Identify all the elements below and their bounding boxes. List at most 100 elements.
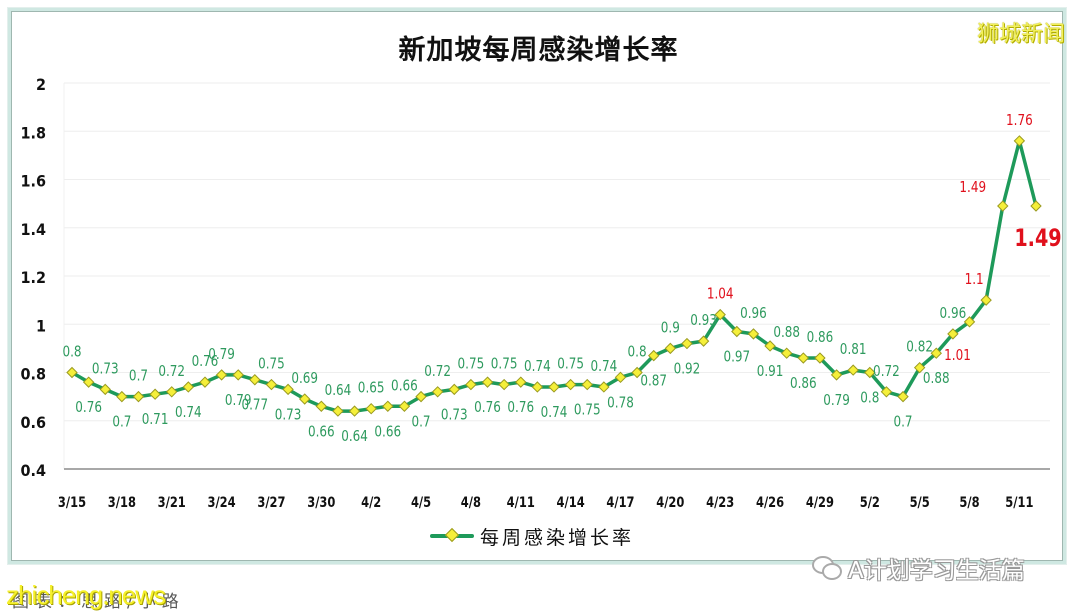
data-label: 0.7: [129, 367, 148, 385]
data-point-marker: [714, 308, 726, 321]
data-label: 0.86: [790, 375, 817, 393]
y-tick-label: 2: [36, 75, 46, 94]
x-tick-label: 4/11: [507, 495, 535, 511]
x-tick-label: 4/29: [806, 495, 834, 511]
data-point-marker: [980, 294, 992, 306]
data-label: 0.74: [175, 404, 202, 422]
data-point-marker: [149, 388, 161, 400]
data-label: 0.81: [840, 341, 867, 359]
data-label: 0.79: [225, 392, 252, 410]
data-point-marker: [648, 349, 660, 362]
data-point-marker: [598, 381, 610, 393]
data-point-marker: [398, 400, 411, 412]
x-tick-label: 5/8: [959, 495, 979, 511]
data-label: 0.64: [341, 428, 368, 446]
y-tick-label: 1.8: [21, 123, 47, 142]
data-point-marker: [215, 369, 228, 381]
data-point-marker: [564, 378, 577, 391]
data-point-marker: [930, 347, 942, 359]
data-label: 0.8: [62, 343, 81, 361]
data-point-marker: [282, 383, 294, 396]
data-label: 0.79: [208, 346, 235, 364]
highlighted-data-label: 1.1: [965, 271, 984, 289]
data-label: 0.76: [507, 399, 534, 417]
data-label: 0.78: [607, 394, 634, 412]
data-point-marker: [66, 366, 78, 379]
data-point-marker: [747, 328, 760, 340]
brand-watermark: 狮城新闻: [976, 22, 1065, 47]
wechat-icon: [812, 556, 842, 580]
data-point-marker: [847, 364, 859, 376]
data-label: 0.75: [574, 401, 601, 419]
data-label: 0.74: [591, 358, 618, 376]
data-label: 0.66: [308, 423, 335, 441]
data-point-marker: [298, 393, 311, 405]
x-tick-label: 4/23: [706, 495, 734, 511]
data-label: 0.88: [773, 324, 800, 342]
y-tick-label: 1.2: [21, 268, 47, 287]
data-label: 0.73: [275, 406, 302, 424]
chart-frame: [8, 8, 1066, 564]
data-point-marker: [830, 369, 843, 381]
data-point-marker: [731, 325, 743, 338]
data-label: 0.75: [491, 355, 518, 373]
wechat-account-name: A计划学习生活篇: [848, 558, 1025, 584]
y-tick-label: 1.4: [21, 220, 47, 239]
data-point-marker: [897, 390, 909, 403]
data-point-marker: [531, 381, 544, 393]
data-point-marker: [382, 400, 394, 412]
data-point-marker: [1013, 135, 1026, 147]
x-tick-label: 5/11: [1005, 495, 1033, 511]
site-watermark: zhicheng.news: [6, 580, 166, 610]
data-point-marker: [431, 386, 444, 398]
data-label: 0.74: [524, 358, 551, 376]
data-label: 0.97: [723, 348, 750, 366]
data-point-marker: [99, 383, 111, 396]
data-label: 0.9: [661, 319, 680, 337]
data-label: 0.8: [628, 343, 647, 361]
data-label: 0.88: [923, 370, 950, 388]
x-tick-label: 4/2: [361, 495, 381, 511]
x-tick-label: 5/2: [860, 495, 880, 511]
x-tick-label: 3/18: [108, 495, 136, 511]
data-label: 0.91: [757, 363, 784, 381]
x-tick-label: 4/14: [557, 495, 585, 511]
data-point-marker: [415, 390, 427, 403]
data-point-marker: [199, 376, 211, 388]
data-label: 0.75: [258, 355, 285, 373]
data-point-marker: [481, 376, 494, 388]
data-label: 0.87: [640, 372, 667, 390]
data-point-marker: [365, 402, 377, 415]
data-label: 0.93: [690, 312, 717, 330]
data-label: 0.7: [893, 413, 912, 431]
data-label: 0.66: [391, 377, 418, 395]
data-label: 0.8: [860, 389, 879, 407]
data-point-marker: [548, 381, 560, 393]
data-point-marker: [997, 200, 1009, 212]
data-point-marker: [315, 400, 328, 412]
x-tick-label: 3/24: [208, 495, 236, 511]
data-label: 0.7: [411, 413, 430, 431]
data-point-marker: [232, 369, 244, 381]
data-point-marker: [631, 366, 643, 379]
data-point-marker: [265, 378, 278, 391]
data-label: 0.65: [358, 379, 385, 397]
legend-line-marker-icon: [430, 527, 474, 543]
data-label: 0.72: [158, 363, 185, 381]
x-tick-label: 4/5: [411, 495, 431, 511]
y-tick-label: 0.4: [21, 461, 47, 480]
data-point-marker: [581, 378, 593, 391]
x-tick-label: 3/27: [257, 495, 285, 511]
data-point-marker: [498, 378, 510, 391]
source-caption: 图表：思路/小路: [12, 592, 185, 612]
data-label: 0.73: [92, 360, 119, 378]
data-point-marker: [697, 335, 710, 347]
x-tick-label: 3/15: [58, 495, 86, 511]
data-point-marker: [132, 390, 145, 403]
data-point-marker: [82, 376, 95, 388]
data-label: 0.76: [192, 353, 219, 371]
data-point-marker: [814, 352, 826, 364]
data-point-marker: [182, 381, 195, 393]
data-point-marker: [166, 386, 178, 398]
wechat-watermark: A计划学习生活篇: [812, 551, 1025, 585]
